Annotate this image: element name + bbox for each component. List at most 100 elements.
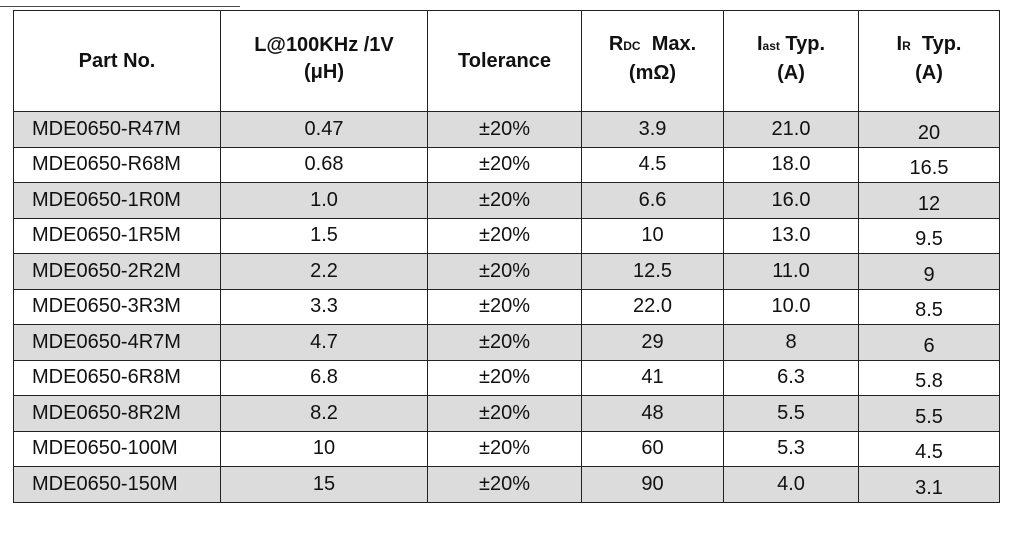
- cell-inductance: 15: [220, 466, 428, 503]
- spec-table-header: Part No. L@100KHz /1V (μH) Tolerance RDC…: [13, 10, 1000, 112]
- header-part-no: Part No.: [13, 10, 221, 112]
- top-rule: [0, 6, 240, 7]
- table-row: MDE0650-R47M 0.47 ±20% 3.9 21.0 20: [13, 111, 1000, 148]
- cell-inductance: 8.2: [220, 395, 428, 432]
- cell-rdc: 3.9: [581, 111, 724, 148]
- cell-part-no: MDE0650-8R2M: [13, 395, 221, 432]
- cell-part-no: MDE0650-2R2M: [13, 253, 221, 290]
- cell-isat: 16.0: [723, 182, 859, 219]
- header-ir-label: Typ.: [910, 33, 962, 55]
- header-inductance: L@100KHz /1V (μH): [220, 10, 428, 112]
- cell-ir: 20: [858, 111, 1000, 148]
- cell-ir: 4.5: [858, 430, 1000, 467]
- table-row: MDE0650-8R2M 8.2 ±20% 48 5.5 5.5: [13, 395, 1000, 432]
- cell-ir: 8.5: [858, 288, 1000, 325]
- cell-ir-value: 6: [923, 334, 935, 357]
- cell-inductance: 0.47: [220, 111, 428, 148]
- table-row: MDE0650-1R0M 1.0 ±20% 6.6 16.0 12: [13, 182, 1000, 219]
- cell-ir-value: 8.5: [915, 299, 943, 322]
- cell-rdc: 10: [581, 217, 724, 254]
- cell-isat: 6.3: [723, 359, 859, 396]
- header-rdc-symbol: R: [608, 33, 624, 55]
- cell-tolerance: ±20%: [427, 324, 582, 361]
- cell-ir: 6: [858, 324, 1000, 361]
- header-rdc-subscript: DC: [623, 39, 641, 53]
- cell-rdc: 6.6: [581, 182, 724, 219]
- cell-tolerance: ±20%: [427, 430, 582, 467]
- cell-rdc: 90: [581, 466, 724, 503]
- cell-inductance: 1.0: [220, 182, 428, 219]
- header-part-no-label: Part No.: [78, 49, 156, 72]
- header-rdc-line1: RDC Max.: [583, 31, 723, 60]
- cell-inductance: 3.3: [220, 288, 428, 325]
- cell-ir-value: 5.8: [915, 370, 943, 393]
- header-inductance-line1: L@100KHz /1V: [254, 34, 394, 56]
- cell-tolerance: ±20%: [427, 288, 582, 325]
- cell-ir: 16.5: [858, 146, 1000, 183]
- cell-rdc: 41: [581, 359, 724, 396]
- cell-inductance: 6.8: [220, 359, 428, 396]
- cell-tolerance: ±20%: [427, 182, 582, 219]
- header-isat-typ: Iast Typ. (A): [723, 10, 859, 112]
- header-isat-line1: Iast Typ.: [725, 31, 858, 60]
- cell-ir: 9: [858, 253, 1000, 290]
- table-row: MDE0650-6R8M 6.8 ±20% 41 6.3 5.8: [13, 359, 1000, 396]
- header-ir-typ: IR Typ. (A): [858, 10, 1000, 112]
- table-row: MDE0650-2R2M 2.2 ±20% 12.5 11.0 9: [13, 253, 1000, 290]
- cell-isat: 8: [723, 324, 859, 361]
- cell-rdc: 12.5: [581, 253, 724, 290]
- header-isat-subscript: ast: [762, 39, 780, 53]
- header-isat-unit: (A): [777, 62, 805, 84]
- cell-part-no: MDE0650-1R5M: [13, 217, 221, 254]
- cell-ir: 9.5: [858, 217, 1000, 254]
- cell-isat: 11.0: [723, 253, 859, 290]
- cell-rdc: 60: [581, 430, 724, 467]
- table-row: MDE0650-R68M 0.68 ±20% 4.5 18.0 16.5: [13, 146, 1000, 183]
- cell-isat: 4.0: [723, 466, 859, 503]
- cell-inductance: 1.5: [220, 217, 428, 254]
- cell-inductance: 0.68: [220, 146, 428, 183]
- header-ir-subscript: R: [902, 39, 911, 53]
- cell-ir: 12: [858, 182, 1000, 219]
- cell-isat: 21.0: [723, 111, 859, 148]
- cell-rdc: 48: [581, 395, 724, 432]
- header-rdc-unit: (mΩ): [628, 62, 677, 84]
- header-tolerance-label: Tolerance: [458, 49, 551, 72]
- header-ir-unit: (A): [915, 62, 943, 84]
- cell-isat: 5.3: [723, 430, 859, 467]
- cell-part-no: MDE0650-6R8M: [13, 359, 221, 396]
- table-row: MDE0650-150M 15 ±20% 90 4.0 3.1: [13, 466, 1000, 503]
- cell-part-no: MDE0650-R68M: [13, 146, 221, 183]
- cell-rdc: 22.0: [581, 288, 724, 325]
- cell-ir: 3.1: [858, 466, 1000, 503]
- cell-part-no: MDE0650-100M: [13, 430, 221, 467]
- cell-inductance: 10: [220, 430, 428, 467]
- cell-isat: 5.5: [723, 395, 859, 432]
- cell-ir: 5.5: [858, 395, 1000, 432]
- table-row: MDE0650-3R3M 3.3 ±20% 22.0 10.0 8.5: [13, 288, 1000, 325]
- header-inductance-unit: (μH): [304, 61, 344, 83]
- cell-tolerance: ±20%: [427, 217, 582, 254]
- cell-inductance: 2.2: [220, 253, 428, 290]
- cell-tolerance: ±20%: [427, 146, 582, 183]
- cell-ir-value: 9: [923, 263, 935, 286]
- header-row: Part No. L@100KHz /1V (μH) Tolerance RDC…: [13, 10, 1000, 112]
- cell-isat: 10.0: [723, 288, 859, 325]
- header-tolerance: Tolerance: [427, 10, 582, 112]
- cell-part-no: MDE0650-4R7M: [13, 324, 221, 361]
- cell-ir-value: 12: [917, 192, 941, 215]
- spec-table-body: MDE0650-R47M 0.47 ±20% 3.9 21.0 20 MDE06…: [13, 111, 1000, 503]
- header-ir-symbol: I: [896, 33, 903, 55]
- table-row: MDE0650-1R5M 1.5 ±20% 10 13.0 9.5: [13, 217, 1000, 254]
- cell-ir-value: 4.5: [915, 441, 943, 464]
- cell-rdc: 29: [581, 324, 724, 361]
- cell-part-no: MDE0650-R47M: [13, 111, 221, 148]
- header-isat-label: Typ.: [779, 33, 826, 55]
- cell-tolerance: ±20%: [427, 466, 582, 503]
- header-isat-symbol: I: [756, 33, 763, 55]
- cell-tolerance: ±20%: [427, 359, 582, 396]
- header-ir-line1: IR Typ.: [860, 31, 999, 60]
- cell-tolerance: ±20%: [427, 253, 582, 290]
- spec-table: Part No. L@100KHz /1V (μH) Tolerance RDC…: [13, 10, 1000, 503]
- cell-ir-value: 3.1: [915, 476, 943, 499]
